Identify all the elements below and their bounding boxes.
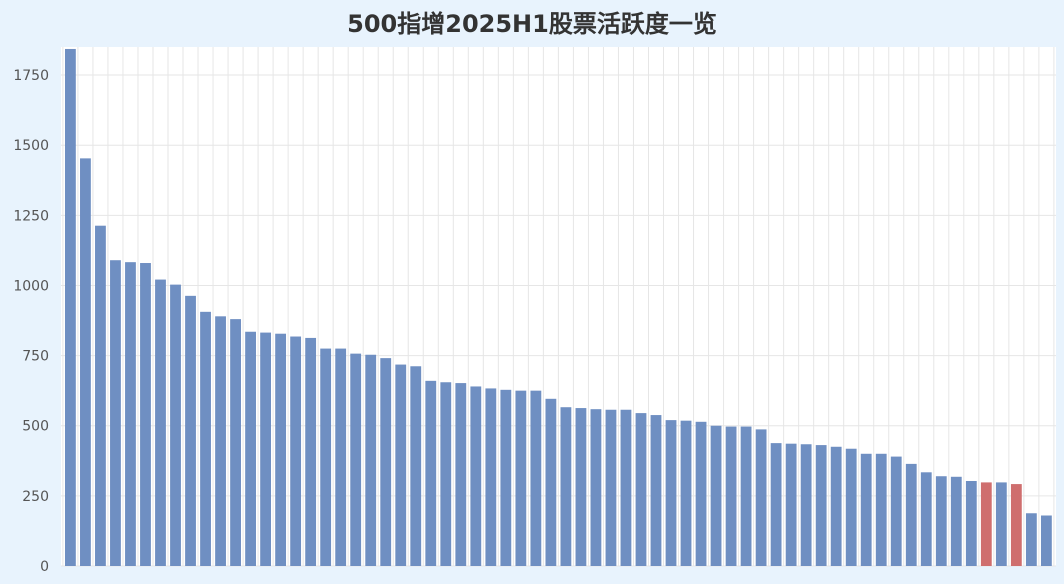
bar bbox=[320, 348, 332, 566]
bar bbox=[170, 284, 181, 566]
bar bbox=[755, 429, 767, 566]
y-tick-label: 750 bbox=[22, 349, 49, 365]
bar bbox=[560, 407, 572, 566]
bar bbox=[290, 336, 302, 566]
bar bbox=[305, 337, 317, 566]
bar bbox=[350, 353, 362, 566]
bar bbox=[455, 383, 467, 566]
y-tick-label: 1250 bbox=[13, 208, 49, 224]
y-tick-label: 1750 bbox=[13, 68, 49, 84]
bar bbox=[230, 319, 241, 566]
bar bbox=[1025, 513, 1037, 566]
bar bbox=[830, 446, 842, 566]
y-tick-label: 1000 bbox=[13, 278, 49, 294]
bar bbox=[845, 448, 857, 566]
bar-highlighted bbox=[1010, 484, 1022, 566]
bar bbox=[770, 443, 782, 566]
bar bbox=[275, 333, 287, 566]
bar bbox=[425, 380, 437, 566]
bar bbox=[575, 408, 587, 566]
bar bbox=[200, 311, 211, 566]
bar bbox=[95, 225, 106, 566]
bar bbox=[365, 354, 377, 566]
bar bbox=[155, 279, 166, 566]
y-tick-label: 0 bbox=[40, 559, 49, 575]
y-tick-label: 500 bbox=[22, 419, 49, 435]
bar bbox=[905, 463, 917, 566]
bar bbox=[140, 263, 151, 566]
chart-title: 500指增2025H1股票活跃度一览 bbox=[347, 10, 717, 38]
bar bbox=[440, 382, 452, 566]
bar bbox=[935, 476, 947, 566]
bar bbox=[800, 444, 812, 566]
bar bbox=[245, 331, 256, 566]
bar bbox=[185, 295, 196, 566]
bar bbox=[965, 481, 977, 566]
bar bbox=[260, 332, 272, 566]
bar bbox=[80, 158, 91, 566]
bar bbox=[920, 472, 932, 566]
bar bbox=[530, 390, 542, 566]
bars bbox=[65, 48, 1052, 566]
bar bbox=[485, 388, 497, 566]
bar bbox=[635, 413, 647, 566]
bar bbox=[680, 420, 692, 566]
bar bbox=[695, 421, 707, 566]
bar bbox=[515, 390, 527, 566]
bar bbox=[710, 425, 722, 566]
bar bbox=[950, 476, 962, 566]
bar bbox=[1040, 515, 1052, 566]
bar bbox=[395, 364, 407, 566]
y-tick-label: 250 bbox=[22, 489, 49, 505]
bar bbox=[875, 453, 887, 566]
bar bbox=[335, 348, 347, 566]
bar bbox=[890, 456, 902, 566]
bar bbox=[500, 389, 512, 566]
bar bbox=[410, 366, 422, 566]
bar bbox=[545, 398, 557, 566]
bar bbox=[470, 386, 482, 566]
bar bbox=[725, 426, 737, 566]
bar bbox=[590, 409, 602, 566]
bar bbox=[65, 48, 76, 566]
bar bbox=[815, 445, 827, 566]
bar bbox=[380, 358, 392, 566]
grid-lines bbox=[61, 47, 1056, 567]
bar bbox=[740, 426, 752, 566]
bar bbox=[650, 415, 662, 566]
bar bbox=[620, 409, 632, 566]
bar bbox=[125, 262, 136, 566]
bar bbox=[665, 420, 677, 566]
bar bbox=[215, 316, 226, 566]
bar bbox=[860, 453, 872, 566]
y-tick-label: 1500 bbox=[13, 138, 49, 154]
bar bbox=[995, 482, 1007, 566]
bar bbox=[785, 443, 797, 566]
bar-highlighted bbox=[980, 482, 992, 566]
bar bbox=[110, 260, 121, 566]
y-axis-ticks: 0 250 500 750 1000 1250 1500 1750 bbox=[13, 68, 49, 575]
bar bbox=[605, 409, 617, 566]
